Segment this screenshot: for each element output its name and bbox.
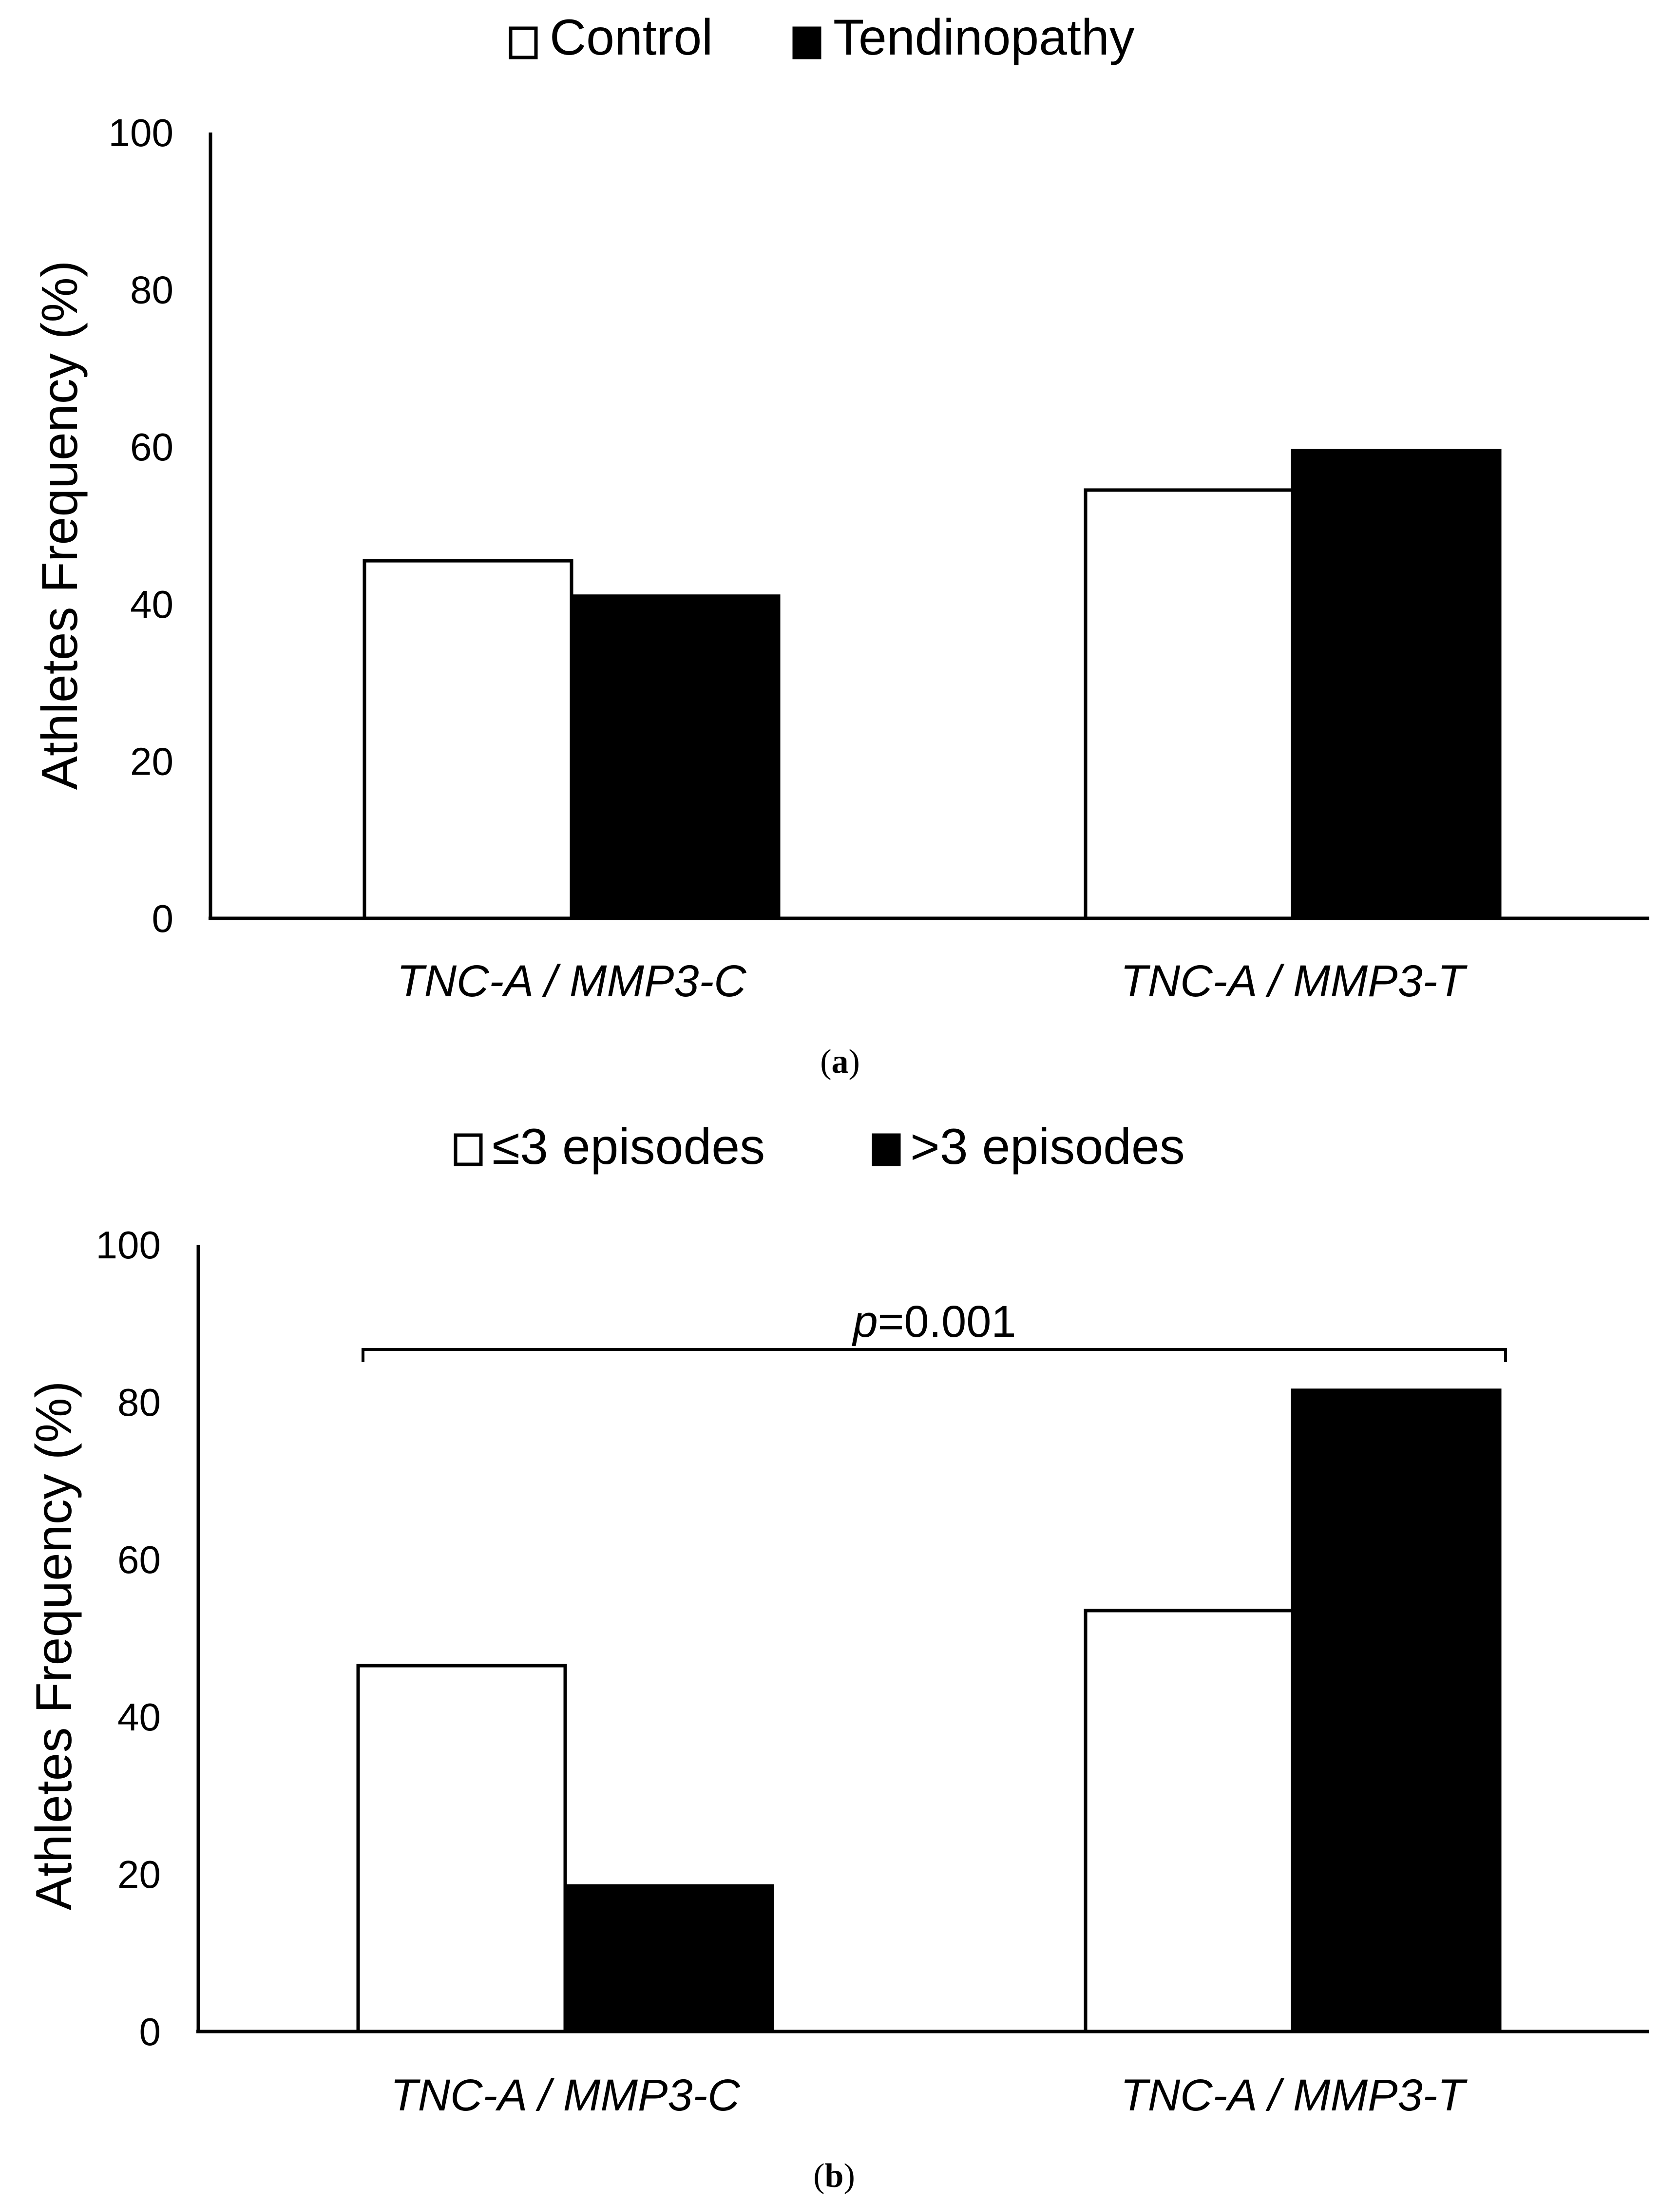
y-axis-label: Athletes Frequency (%) [32, 261, 88, 790]
legend: Control Tendinopathy [509, 9, 1135, 66]
y-tick-label: 60 [117, 1538, 161, 1581]
panel-caption-b: (b) [813, 2157, 855, 2195]
legend: ≤3 episodes >3 episodes [454, 1119, 1185, 1175]
p-value-label: p=0.001 [851, 1297, 1016, 1347]
chart-panel-b: ≤3 episodes >3 episodes Athletes Frequen… [26, 1119, 1649, 2195]
y-tick-label: 40 [117, 1695, 161, 1739]
y-tick-label: 0 [139, 2010, 161, 2053]
y-tick-labels: 0 20 40 60 80 100 [96, 1223, 161, 2053]
bars [363, 449, 1502, 920]
legend-swatch-control [509, 26, 538, 59]
bar-series2 [1291, 1388, 1502, 2033]
legend-swatch-le3-episodes [454, 1133, 483, 1166]
bracket-line [362, 1348, 1507, 1362]
category-label: TNC-A / MMP3-C [390, 2070, 740, 2120]
y-tick-label: 100 [109, 111, 173, 154]
bar-series1 [1084, 1609, 1295, 2033]
y-tick-labels: 0 20 40 60 80 100 [109, 111, 173, 940]
category-label: TNC-A / MMP3-T [1121, 2070, 1468, 2120]
legend-label-gt3-episodes: >3 episodes [910, 1119, 1185, 1175]
chart-panel-a: Control Tendinopathy Athletes Frequency … [32, 9, 1649, 1081]
category-labels: TNC-A / MMP3-C TNC-A / MMP3-T [390, 2070, 1468, 2120]
y-tick-label: 80 [130, 268, 173, 312]
panel-caption-a: (a) [820, 1043, 860, 1081]
y-axis-label: Athletes Frequency (%) [26, 1381, 82, 1911]
bar-series2 [563, 1884, 774, 2033]
significance-bracket: p=0.001 [362, 1297, 1507, 1362]
bar-series2 [1291, 449, 1502, 920]
bar-series2 [570, 594, 781, 920]
y-tick-label: 20 [117, 1853, 161, 1896]
bars [356, 1388, 1502, 2033]
bar-series1 [363, 559, 573, 920]
legend-swatch-gt3-episodes [872, 1133, 901, 1166]
legend-swatch-tendinopathy [792, 26, 821, 59]
legend-label-control: Control [550, 9, 713, 66]
y-tick-label: 0 [152, 897, 174, 940]
y-tick-label: 20 [130, 740, 173, 783]
legend-label-tendinopathy: Tendinopathy [833, 9, 1135, 66]
category-label: TNC-A / MMP3-C [397, 956, 746, 1006]
bar-series1 [356, 1664, 567, 2033]
y-tick-label: 60 [130, 425, 173, 469]
category-labels: TNC-A / MMP3-C TNC-A / MMP3-T [397, 956, 1468, 1006]
y-tick-label: 80 [117, 1381, 161, 1424]
y-tick-label: 100 [96, 1223, 161, 1267]
legend-label-le3-episodes: ≤3 episodes [492, 1119, 765, 1175]
y-tick-label: 40 [130, 583, 173, 626]
category-label: TNC-A / MMP3-T [1121, 956, 1468, 1006]
bar-series1 [1084, 488, 1295, 920]
